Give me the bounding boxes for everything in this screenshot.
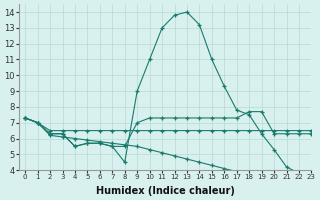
X-axis label: Humidex (Indice chaleur): Humidex (Indice chaleur): [96, 186, 235, 196]
